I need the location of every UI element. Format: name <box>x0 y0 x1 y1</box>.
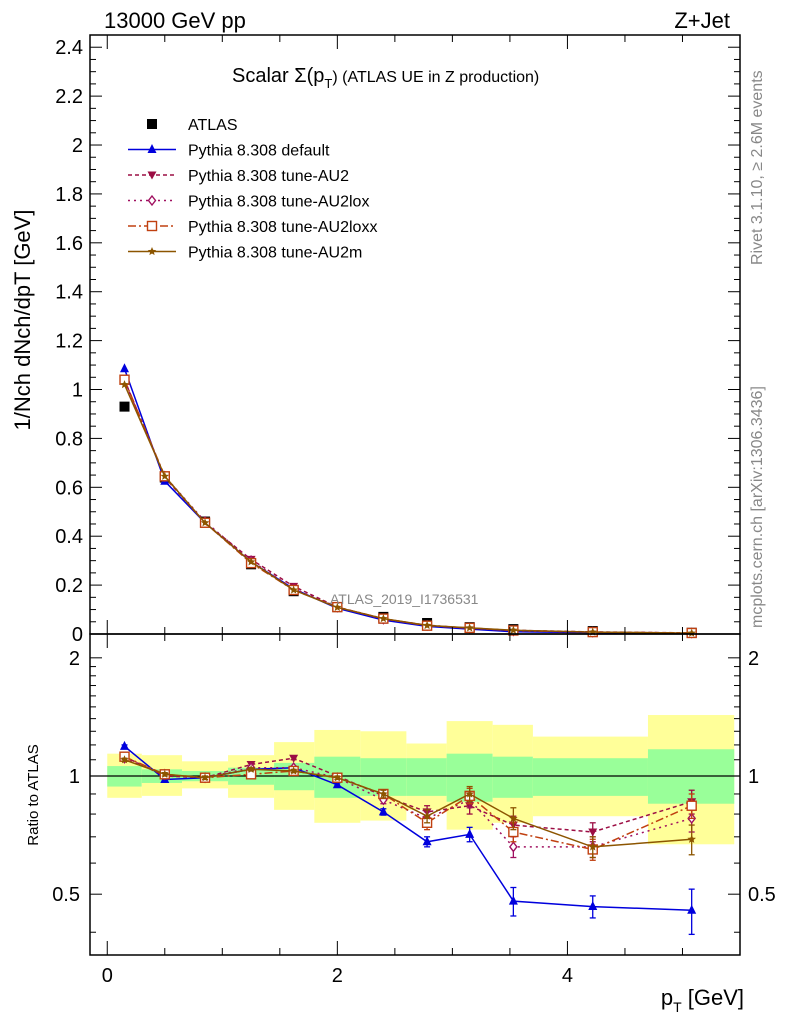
main-ylabel: 1/Nch dNch/dpT [GeV] <box>10 210 35 431</box>
ratio-ytick-label-left: 2 <box>69 648 80 670</box>
ratio-point-au2m <box>160 769 170 778</box>
ratio-ytick-label-left: 0.5 <box>52 884 80 906</box>
ratio-point-default <box>422 836 432 846</box>
ratio-point-default <box>120 740 130 750</box>
ratio-ytick-label-right: 2 <box>748 648 759 670</box>
main-point-au2m <box>509 625 518 634</box>
main-ytick-label: 0.2 <box>55 575 83 597</box>
ratio-ytick-label-right: 1 <box>748 766 759 788</box>
process-label: Z+Jet <box>674 8 730 33</box>
main-point-au2m <box>379 614 388 623</box>
ratio-point-au2m <box>289 766 298 775</box>
legend-label-atlas: ATLAS <box>188 117 238 134</box>
xtick-label: 0 <box>102 965 113 987</box>
xtick-label: 2 <box>332 965 343 987</box>
legend-marker-au2lox <box>147 194 157 207</box>
ratio-ylabel: Ratio to ATLAS <box>25 744 42 845</box>
legend-label-au2lox: Pythia 8.308 tune-AU2lox <box>188 194 369 211</box>
ratio-point-au2m <box>333 773 342 782</box>
ratio-point-au2m <box>200 773 210 782</box>
main-point-default <box>120 363 130 373</box>
x-axis-label: pT [GeV] <box>661 985 744 1015</box>
xtick-label: 4 <box>562 965 573 987</box>
ratio-point-au2m <box>687 834 696 843</box>
main-ytick-label: 1.2 <box>55 331 83 353</box>
ratio-point-au2m <box>379 789 388 798</box>
legend-marker-au2m <box>147 247 157 256</box>
main-point-au2m <box>333 602 342 611</box>
energy-label: 13000 GeV pp <box>104 8 246 33</box>
ratio-point-au2m <box>120 755 129 764</box>
ratio-line-au2m <box>124 759 692 848</box>
ratio-frame <box>89 633 741 956</box>
main-panel: 0 0.2 0.4 0.6 0.8 1 1.2 1.4 1.6 1.8 2 2.2 2.4 Scalar… <box>10 34 741 646</box>
mcplots-label: mcplots.cern.ch [arXiv:1306.3436] <box>749 386 766 628</box>
legend-label-au2: Pythia 8.308 tune-AU2 <box>188 168 349 185</box>
legend-marker-au2loxx <box>146 220 158 232</box>
ratio-point-default <box>378 806 388 816</box>
main-ytick-label: 2 <box>72 135 83 157</box>
svg-text:1/Nch dNch/dpT [GeV]: 1/Nch dNch/dpT [GeV] <box>10 210 35 431</box>
main-point-au2m <box>120 380 129 389</box>
main-line-au2m <box>123 384 692 634</box>
main-point-au2m <box>465 623 474 632</box>
main-ytick-label: 0.8 <box>55 428 83 450</box>
main-point-au2m <box>289 585 298 594</box>
ratio-ytick-label-right: 0.5 <box>748 884 776 906</box>
legend-label-au2m: Pythia 8.308 tune-AU2m <box>188 245 362 262</box>
legend-label-au2loxx: Pythia 8.308 tune-AU2loxx <box>188 219 377 236</box>
ratio-point-au2m <box>465 789 474 798</box>
legend-label-default: Pythia 8.308 default <box>188 143 330 160</box>
ratio-ytick-label-left: 1 <box>69 766 80 788</box>
ratio-point-default <box>687 904 697 914</box>
ratio-point-default <box>465 828 475 838</box>
ratio-point-au2 <box>588 828 598 837</box>
ratio-point-au2m <box>588 842 597 851</box>
ratio-point-au2m <box>509 813 518 822</box>
main-ytick-label: 2.2 <box>55 86 83 108</box>
uncertainty-band-inner <box>406 758 447 796</box>
ratio-point-au2loxx <box>686 800 697 811</box>
main-ytick-label: 0 <box>72 624 83 646</box>
main-ytick-label: 0.6 <box>55 477 83 499</box>
legend: ATLAS Pythia 8.308 default Pythia 8.308 tu… <box>128 117 377 262</box>
main-ytick-label: 2.4 <box>55 37 83 59</box>
ratio-point-au2 <box>289 754 299 763</box>
uncertainty-band-inner <box>492 756 533 798</box>
ratio-point-au2m <box>246 764 256 773</box>
legend-marker-atlas <box>147 119 157 129</box>
main-ytick-label: 1.4 <box>55 282 83 304</box>
main-ytick-label: 1.6 <box>55 233 83 255</box>
legend-marker-au2 <box>147 171 157 180</box>
main-point-au2m <box>422 620 432 630</box>
main-ytick-label: 0.4 <box>55 526 83 548</box>
ratio-point-default <box>508 895 518 905</box>
main-point-au2m <box>160 471 170 480</box>
main-ytick-label: 1 <box>72 380 83 402</box>
ratio-point-au2lox <box>508 841 518 853</box>
rivet-label: Rivet 3.1.10, ≥ 2.6M events <box>749 70 766 265</box>
analysis-tag: ATLAS_2019_I1736531 <box>330 591 479 607</box>
main-point-au2m <box>200 518 210 527</box>
main-ytick-label: 1.8 <box>55 184 83 206</box>
main-point-atlas <box>119 401 130 412</box>
uncertainty-band-inner <box>532 758 648 796</box>
ratio-point-au2m <box>422 811 432 820</box>
chart-title: Scalar Σ(pT) (ATLAS UE in Z production) <box>232 65 539 91</box>
ratio-point-default <box>588 901 598 911</box>
ratio-panel: 0.5 0.5 1 1 2 2 0 2 4 Ratio to ATLAS pT [GeV] <box>25 633 776 1015</box>
main-point-au2m <box>246 557 256 566</box>
ratio-point-default <box>332 779 342 789</box>
legend-marker-default <box>147 144 157 153</box>
